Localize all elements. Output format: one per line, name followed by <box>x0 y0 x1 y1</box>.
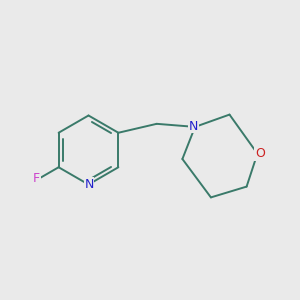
Text: N: N <box>84 178 94 191</box>
Text: N: N <box>189 119 198 133</box>
Text: F: F <box>33 172 40 185</box>
Text: O: O <box>255 147 265 160</box>
